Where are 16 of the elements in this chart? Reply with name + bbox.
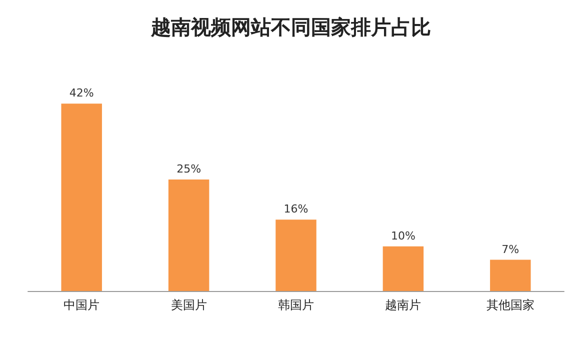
x-tick-label: 美国片	[170, 298, 207, 312]
data-label: 7%	[502, 242, 520, 256]
x-tick-label: 中国片	[64, 298, 100, 312]
chart-title: 越南视频网站不同国家排片占比	[150, 15, 431, 39]
x-tick-label: 其他国家	[486, 298, 534, 312]
bar	[168, 180, 210, 291]
data-label: 16%	[284, 202, 308, 216]
data-label: 25%	[176, 162, 202, 176]
data-label: 10%	[390, 229, 416, 242]
bar	[382, 246, 424, 291]
data-label: 42%	[69, 86, 94, 100]
x-tick-label: 韩国片	[278, 298, 314, 312]
bar	[276, 220, 316, 291]
bar	[61, 104, 102, 291]
bar	[490, 260, 531, 291]
x-tick-label: 越南片	[385, 298, 422, 312]
